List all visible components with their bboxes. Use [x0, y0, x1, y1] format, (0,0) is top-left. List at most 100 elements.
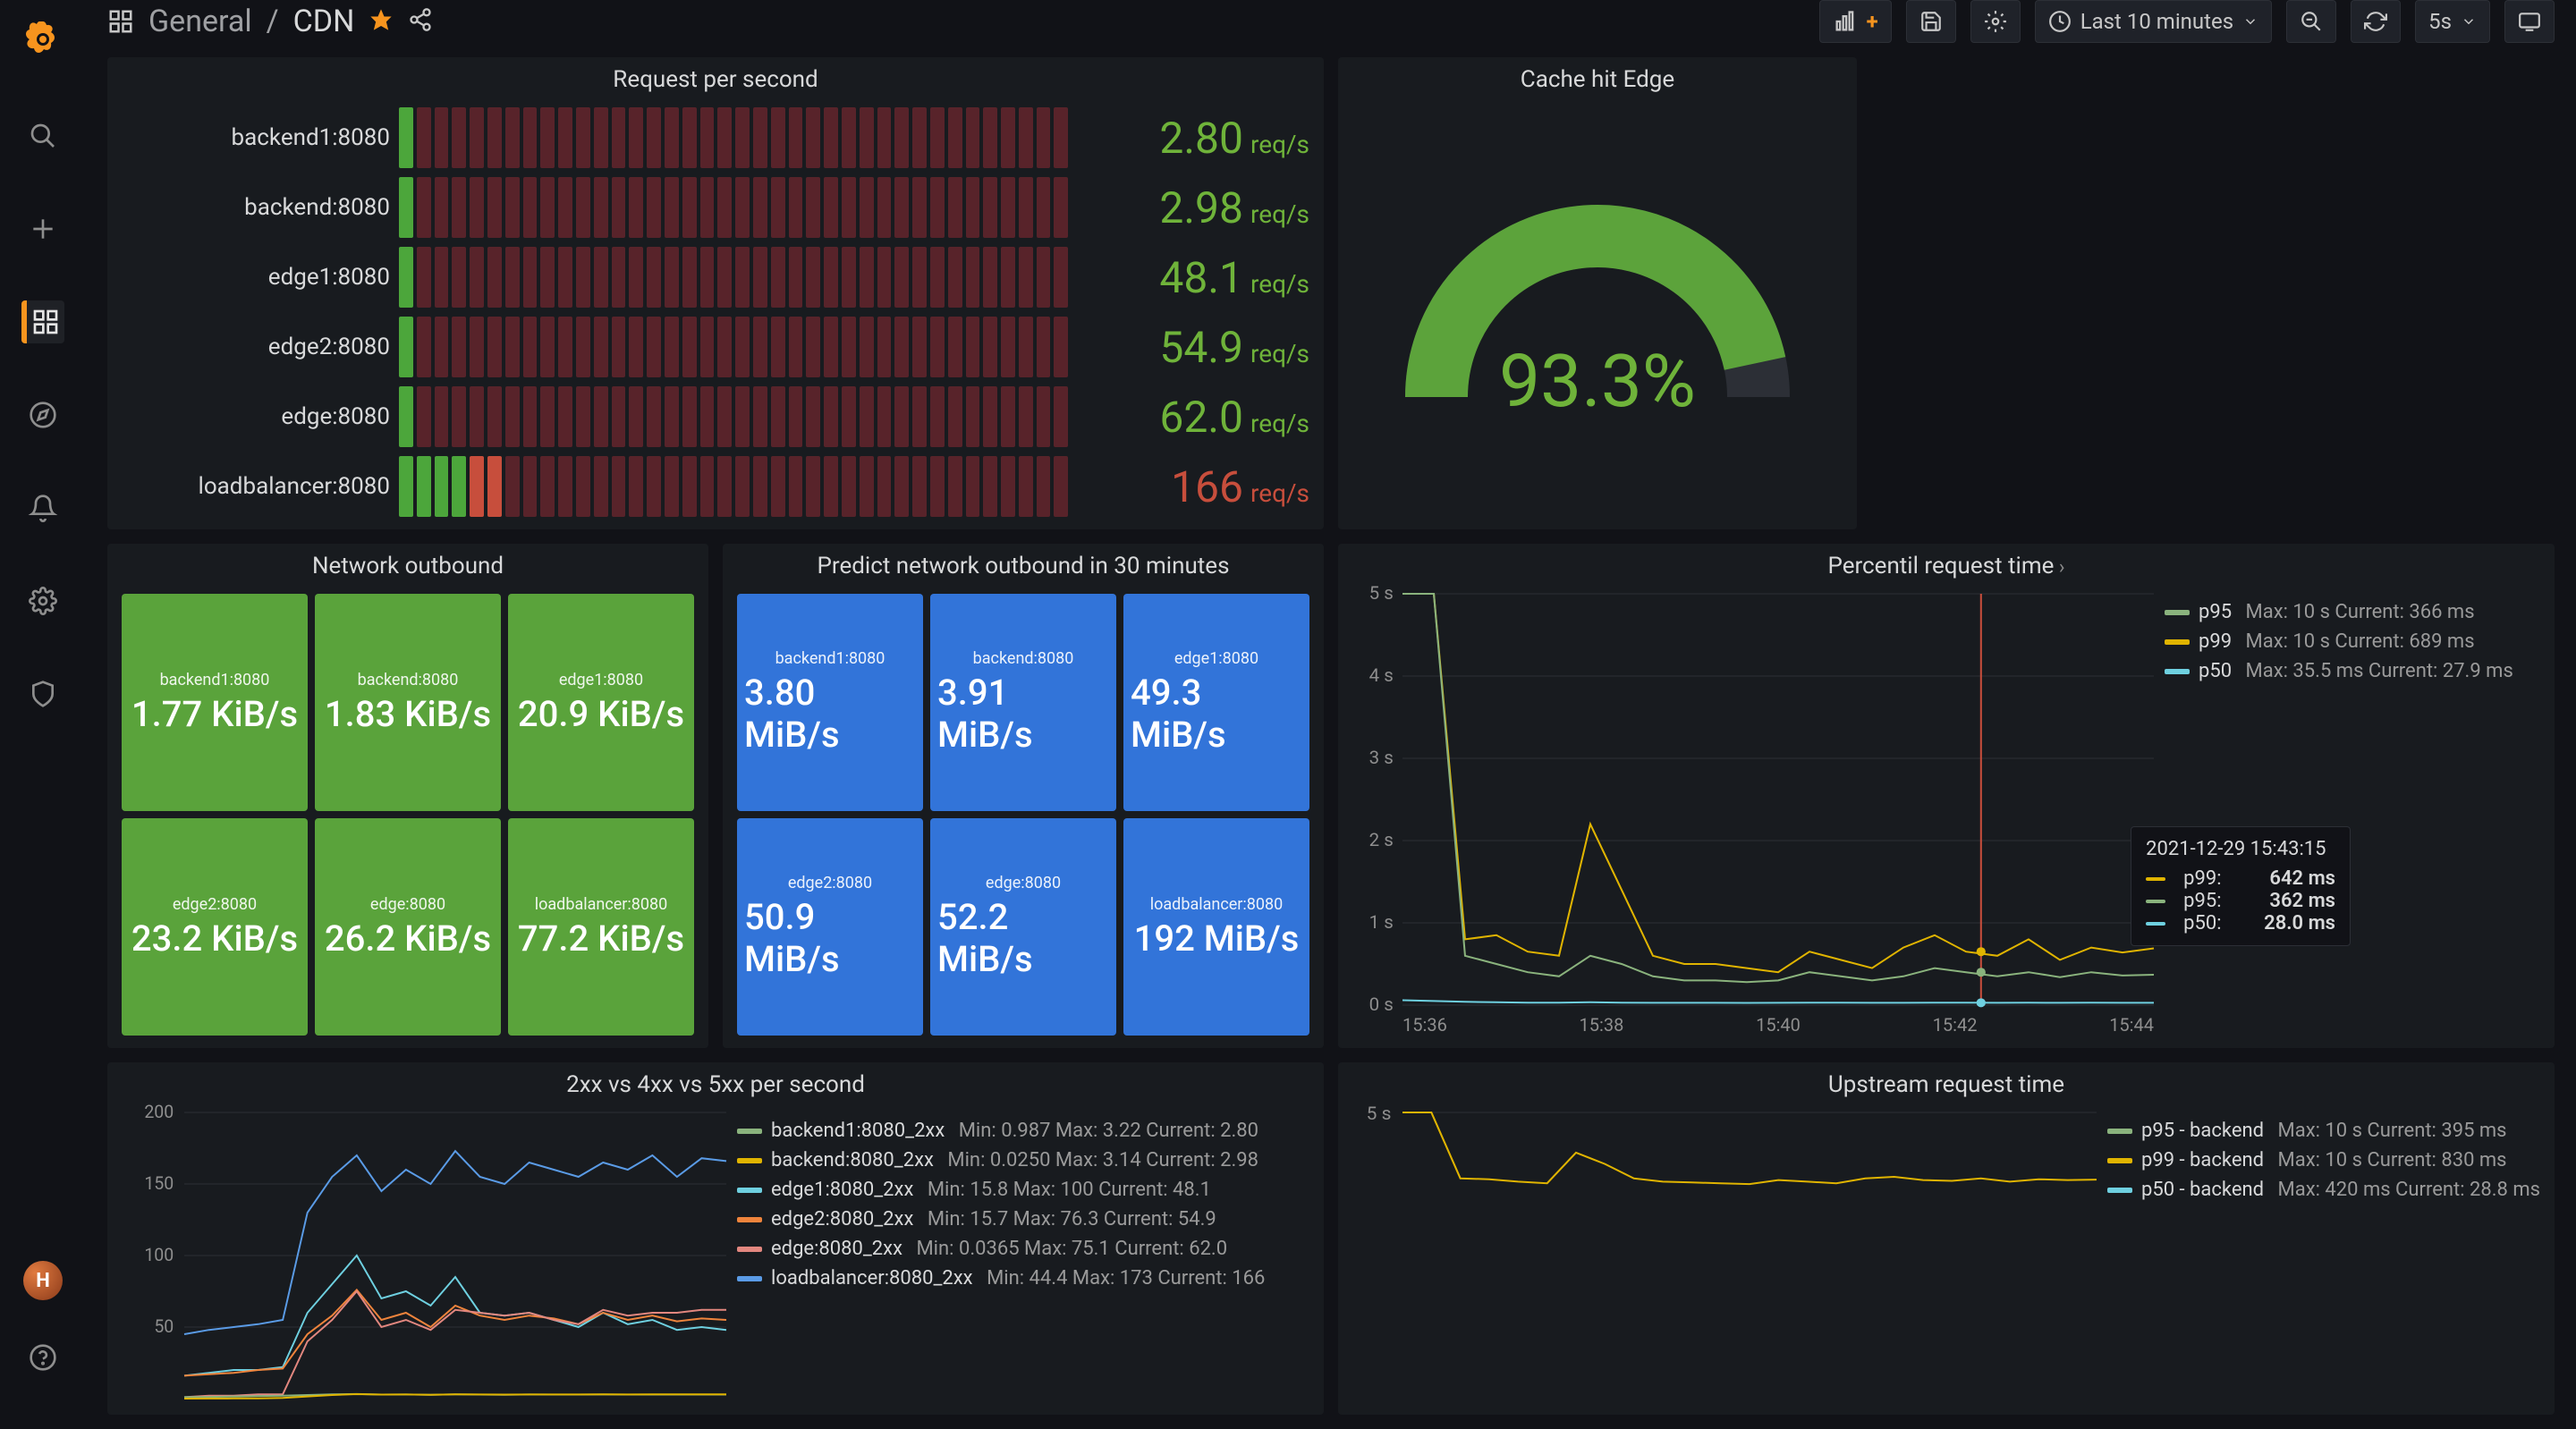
- stat-tile-label: edge:8080: [370, 895, 445, 914]
- rps-bars: [399, 317, 1068, 377]
- refresh-interval-picker[interactable]: 5s: [2415, 0, 2490, 43]
- svg-text:5 s: 5 s: [1367, 1103, 1392, 1124]
- panel-title: Network outbound: [122, 553, 694, 579]
- upstream-chart[interactable]: 5 s: [1402, 1112, 2097, 1193]
- breadcrumb-page[interactable]: CDN: [293, 4, 355, 39]
- rps-row: backend:80802.98req/s: [122, 177, 1309, 238]
- rps-row: edge2:8080 54.9req/s: [122, 317, 1309, 377]
- stat-tile-value: 49.3 MiB/s: [1131, 672, 1302, 756]
- svg-text:200: 200: [144, 1102, 174, 1122]
- legend-item[interactable]: backend1:8080_2xx Min: 0.987 Max: 3.22 C…: [737, 1120, 1309, 1142]
- panel-title: Request per second: [122, 66, 1309, 93]
- legend-item[interactable]: loadbalancer:8080_2xx Min: 44.4 Max: 173…: [737, 1267, 1309, 1289]
- svg-text:4 s: 4 s: [1369, 664, 1394, 686]
- grafana-logo[interactable]: [18, 14, 68, 64]
- rps-bars: [399, 456, 1068, 517]
- stat-tile-label: loadbalancer:8080: [535, 895, 667, 914]
- chart-legend: p95 Max: 10 s Current: 366 ms p99 Max: 10…: [2165, 594, 2540, 1036]
- configuration-icon[interactable]: [21, 579, 64, 622]
- panel-title: Cache hit Edge: [1352, 66, 1843, 93]
- stat-tile: edge2:808050.9 MiB/s: [737, 818, 923, 1036]
- cache-hit-gauge: 93.3%: [1374, 165, 1821, 460]
- refresh-interval-label: 5s: [2428, 9, 2452, 34]
- rps-value: 54.9req/s: [1077, 322, 1309, 373]
- legend-item[interactable]: edge2:8080_2xx Min: 15.7 Max: 76.3 Curre…: [737, 1208, 1309, 1230]
- alerting-icon[interactable]: [21, 486, 64, 529]
- stat-tile-value: 3.91 MiB/s: [937, 672, 1109, 756]
- rps-value: 62.0req/s: [1077, 392, 1309, 443]
- time-range-picker[interactable]: Last 10 minutes: [2035, 0, 2272, 43]
- panel-title: Upstream request time: [1352, 1071, 2540, 1098]
- stat-tile-value: 52.2 MiB/s: [937, 896, 1109, 980]
- panel-title[interactable]: Percentil request time: [1352, 553, 2540, 579]
- time-range-label: Last 10 minutes: [2080, 9, 2233, 34]
- rps-value: 2.80req/s: [1077, 113, 1309, 164]
- share-icon[interactable]: [408, 7, 433, 36]
- chart-tooltip: 2021-12-29 15:43:15p99:642 msp95:362 msp…: [2131, 826, 2351, 946]
- svg-text:100: 100: [144, 1245, 174, 1265]
- chart-legend: backend1:8080_2xx Min: 0.987 Max: 3.22 C…: [737, 1112, 1309, 1402]
- server-admin-icon[interactable]: [21, 672, 64, 715]
- avatar[interactable]: H: [23, 1261, 63, 1300]
- rps-row: edge1:8080 48.1req/s: [122, 247, 1309, 308]
- rps-row-label: loadbalancer:8080: [122, 473, 390, 500]
- topbar: General / CDN + Last 10 minutes: [86, 0, 2576, 43]
- legend-item[interactable]: p50 - backend Max: 420 ms Current: 28.8 …: [2107, 1179, 2540, 1201]
- stat-tile-value: 3.80 MiB/s: [744, 672, 916, 756]
- stat-tile: backend:80801.83 KiB/s: [315, 594, 501, 811]
- stat-tile: loadbalancer:8080192 MiB/s: [1123, 818, 1309, 1036]
- dashboards-icon[interactable]: [21, 300, 64, 343]
- stat-tile: edge2:808023.2 KiB/s: [122, 818, 308, 1036]
- breadcrumb[interactable]: General / CDN: [148, 4, 354, 39]
- stat-tile: backend1:8080 3.80 MiB/s: [737, 594, 923, 811]
- panel-title: Predict network outbound in 30 minutes: [737, 553, 1309, 579]
- star-icon[interactable]: [369, 7, 394, 36]
- stat-tile: loadbalancer:808077.2 KiB/s: [508, 818, 694, 1036]
- svg-text:3 s: 3 s: [1369, 747, 1394, 768]
- explore-icon[interactable]: [21, 393, 64, 436]
- chart-legend: p95 - backend Max: 10 s Current: 395 ms p…: [2107, 1112, 2540, 1402]
- panel-upstream-request-time: Upstream request time 5 s p95 - backend …: [1338, 1062, 2555, 1415]
- legend-item[interactable]: p95 - backend Max: 10 s Current: 395 ms: [2107, 1120, 2540, 1142]
- stat-tile-label: backend1:8080: [775, 649, 886, 668]
- stat-tile-value: 50.9 MiB/s: [744, 896, 916, 980]
- rps-row-label: edge2:8080: [122, 334, 390, 360]
- stat-tile: edge1:808020.9 KiB/s: [508, 594, 694, 811]
- plus-icon[interactable]: [21, 207, 64, 250]
- legend-item[interactable]: edge1:8080_2xx Min: 15.8 Max: 100 Curren…: [737, 1179, 1309, 1201]
- add-panel-button[interactable]: +: [1819, 0, 1892, 43]
- rps-row-label: edge1:8080: [122, 264, 390, 291]
- panel-predict-network-outbound: Predict network outbound in 30 minutes b…: [723, 544, 1324, 1048]
- help-icon[interactable]: [21, 1336, 64, 1379]
- legend-item[interactable]: p50 Max: 35.5 ms Current: 27.9 ms: [2165, 660, 2540, 682]
- zoom-out-button[interactable]: [2286, 0, 2336, 43]
- search-icon[interactable]: [21, 114, 64, 157]
- rps-value: 48.1req/s: [1077, 252, 1309, 303]
- panel-grid-icon[interactable]: [107, 0, 134, 43]
- legend-item[interactable]: p99 - backend Max: 10 s Current: 830 ms: [2107, 1149, 2540, 1171]
- save-button[interactable]: [1906, 0, 1956, 43]
- rps-bars: [399, 247, 1068, 308]
- breadcrumb-sep: /: [267, 4, 279, 39]
- refresh-button[interactable]: [2351, 0, 2401, 43]
- tv-mode-button[interactable]: [2504, 0, 2555, 43]
- stat-tile-value: 26.2 KiB/s: [325, 917, 491, 960]
- svg-text:93.3%: 93.3%: [1499, 339, 1696, 425]
- status-codes-chart[interactable]: 20015010050: [184, 1112, 726, 1399]
- svg-text:1 s: 1 s: [1369, 911, 1394, 933]
- panel-network-outbound: Network outbound backend1:80801.77 KiB/s…: [107, 544, 708, 1048]
- legend-item[interactable]: backend:8080_2xx Min: 0.0250 Max: 3.14 C…: [737, 1149, 1309, 1171]
- settings-button[interactable]: [1970, 0, 2021, 43]
- percentile-chart[interactable]: 5 s4 s3 s2 s1 s0 s: [1402, 594, 2154, 1005]
- rps-row-label: backend1:8080: [122, 124, 390, 151]
- rps-row: edge:808062.0req/s: [122, 386, 1309, 447]
- svg-text:2 s: 2 s: [1369, 829, 1394, 850]
- svg-text:5 s: 5 s: [1369, 582, 1394, 604]
- legend-item[interactable]: p95 Max: 10 s Current: 366 ms: [2165, 601, 2540, 623]
- svg-text:0 s: 0 s: [1369, 994, 1394, 1015]
- legend-item[interactable]: edge:8080_2xx Min: 0.0365 Max: 75.1 Curr…: [737, 1238, 1309, 1260]
- stat-tile-value: 23.2 KiB/s: [131, 917, 298, 960]
- stat-tile-value: 20.9 KiB/s: [518, 693, 684, 735]
- legend-item[interactable]: p99 Max: 10 s Current: 689 ms: [2165, 630, 2540, 653]
- breadcrumb-folder[interactable]: General: [148, 4, 252, 39]
